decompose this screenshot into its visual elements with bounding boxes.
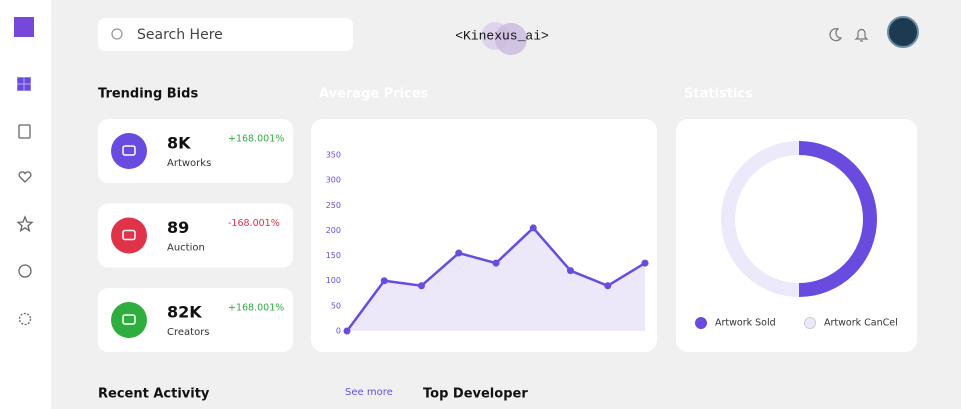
bid-icon: [111, 217, 147, 254]
area: [347, 227, 645, 331]
section-title: Statistics: [684, 87, 753, 102]
point: [604, 282, 612, 290]
notification-icon[interactable]: [854, 28, 869, 42]
see-more-link[interactable]: See more: [345, 387, 393, 398]
section-title: Top Developer: [423, 387, 528, 402]
bid-icon-glyph: [122, 145, 136, 156]
search-box[interactable]: [98, 18, 353, 51]
search-placeholder: Search Here: [137, 27, 223, 43]
y-tick-label: 0: [336, 327, 341, 336]
dashboard-icon[interactable]: [17, 77, 31, 91]
bid-value: 8K: [167, 134, 191, 153]
search-icon: [111, 28, 123, 40]
y-tick-label: 150: [326, 251, 341, 260]
logo-bubble: [495, 23, 527, 55]
y-tick-label: 50: [331, 301, 341, 310]
y-tick-label: 300: [326, 176, 341, 185]
bid-icon: [111, 302, 147, 338]
point: [380, 277, 388, 285]
bid-card[interactable]: [98, 288, 293, 352]
profile-icon[interactable]: [18, 264, 32, 278]
sidebar: [0, 0, 51, 409]
bid-label: Artworks: [167, 158, 211, 169]
heart-icon[interactable]: [18, 171, 32, 183]
bid-icon-glyph: [122, 229, 136, 241]
bid-change: +168.001%: [228, 303, 284, 314]
legend-marker: [804, 317, 816, 329]
avatar[interactable]: [887, 16, 919, 48]
theme-toggle[interactable]: [829, 28, 843, 42]
section-title: Trending Bids: [98, 87, 198, 102]
bid-card[interactable]: [98, 119, 293, 183]
point: [567, 267, 574, 275]
y-tick-label: 250: [326, 201, 341, 210]
app-logo[interactable]: [14, 17, 34, 37]
point: [641, 259, 649, 267]
section-title: Recent Activity: [98, 387, 210, 402]
point: [418, 282, 425, 290]
star-icon[interactable]: [16, 215, 34, 233]
point: [343, 327, 351, 335]
bid-card[interactable]: [98, 203, 293, 268]
bid-change: +168.001%: [228, 134, 284, 145]
donut-segment: [721, 141, 800, 297]
section-title: Average Prices: [319, 87, 429, 102]
y-tick-label: 100: [326, 276, 341, 285]
legend-label: Artwork Sold: [715, 318, 776, 329]
y-tick-label: 350: [326, 151, 341, 160]
y-tick-label: 200: [326, 226, 341, 235]
bid-icon: [111, 133, 147, 169]
bid-label: Creators: [167, 327, 210, 338]
bid-change: -168.001%: [228, 218, 280, 229]
legend-label: Artwork CanCel: [824, 318, 898, 329]
settings-icon[interactable]: [18, 312, 32, 326]
point: [492, 259, 500, 267]
point: [529, 224, 537, 232]
legend-marker: [695, 317, 707, 329]
bid-icon-glyph: [122, 314, 136, 325]
donut-segment: [798, 141, 877, 297]
bid-value: 89: [167, 218, 189, 237]
bid-label: Auction: [167, 243, 205, 254]
clipboard-icon[interactable]: [18, 124, 31, 139]
brand-logo: <Kinexus_ai>: [455, 28, 549, 43]
bid-value: 82K: [167, 303, 202, 322]
point: [455, 249, 463, 257]
